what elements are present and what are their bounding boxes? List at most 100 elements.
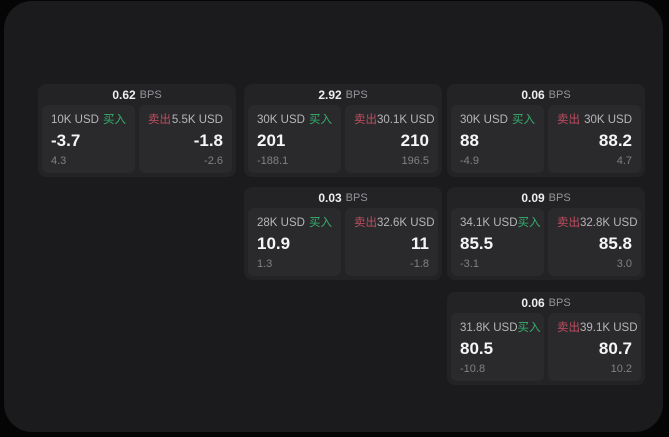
buy-pane-top-row: 28K USD 买入 xyxy=(257,214,332,230)
sell-pane-top-row: 卖出 30K USD xyxy=(557,111,632,127)
buy-pane[interactable]: 10K USD 买入 -3.7 4.3 xyxy=(42,105,135,173)
buy-pane[interactable]: 30K USD 买入 201 -188.1 xyxy=(248,105,341,173)
sell-pane[interactable]: 卖出 30.1K USD 210 196.5 xyxy=(345,105,438,173)
sell-sub-value: 4.7 xyxy=(616,155,632,167)
card-body: 34.1K USD 买入 85.5 -3.1 卖出 32.8K USD 85.8… xyxy=(447,208,645,280)
sell-amount: 5.5K USD xyxy=(171,114,223,126)
sell-amount: 30.1K USD xyxy=(377,114,435,126)
bps-unit-label: BPS xyxy=(345,191,368,204)
sell-pane[interactable]: 卖出 30K USD 88.2 4.7 xyxy=(548,105,641,173)
buy-pane-top-row: 30K USD 买入 xyxy=(257,111,332,127)
sell-price-value: -1.8 xyxy=(193,130,223,150)
sell-price-value: 80.7 xyxy=(598,338,632,358)
sell-side-label: 卖出 xyxy=(354,114,377,126)
sell-side-label: 卖出 xyxy=(557,217,580,229)
sell-side-label: 卖出 xyxy=(148,114,171,126)
sell-pane-top-row: 卖出 32.6K USD xyxy=(354,214,435,230)
buy-pane[interactable]: 30K USD 买入 88 -4.9 xyxy=(451,105,544,173)
card-body: 10K USD 买入 -3.7 4.3 卖出 5.5K USD -1.8 -2.… xyxy=(38,105,236,177)
buy-side-label: 买入 xyxy=(512,114,535,126)
quote-card: 2.92 BPS 30K USD 买入 201 -188.1 卖出 30.1K … xyxy=(244,84,442,177)
sell-pane-top-row: 卖出 30.1K USD xyxy=(354,111,435,127)
buy-sub-value: -188.1 xyxy=(257,155,289,167)
bps-unit-label: BPS xyxy=(139,88,162,101)
buy-side-label: 买入 xyxy=(103,114,126,126)
buy-side-label: 买入 xyxy=(309,217,332,229)
sell-amount: 32.8K USD xyxy=(580,217,638,229)
bps-spread-value: 0.62 xyxy=(112,87,136,102)
sell-pane[interactable]: 卖出 32.8K USD 85.8 3.0 xyxy=(548,208,641,276)
buy-price-value: 10.9 xyxy=(257,233,291,253)
buy-pane[interactable]: 28K USD 买入 10.9 1.3 xyxy=(248,208,341,276)
bps-unit-label: BPS xyxy=(548,296,571,309)
sell-side-label: 卖出 xyxy=(557,114,580,126)
quotes-panel: 0.62 BPS 10K USD 买入 -3.7 4.3 卖出 5.5K USD… xyxy=(4,1,663,432)
sell-pane-top-row: 卖出 39.1K USD xyxy=(557,319,638,335)
bps-spread-value: 0.09 xyxy=(521,190,545,205)
buy-amount: 34.1K USD xyxy=(460,217,518,229)
sell-price-value: 88.2 xyxy=(598,130,632,150)
sell-amount: 30K USD xyxy=(584,114,632,126)
buy-sub-value: 4.3 xyxy=(51,155,67,167)
buy-amount: 30K USD xyxy=(460,114,508,126)
bps-unit-label: BPS xyxy=(345,88,368,101)
sell-pane[interactable]: 卖出 32.6K USD 11 -1.8 xyxy=(345,208,438,276)
buy-sub-value: 1.3 xyxy=(257,258,273,270)
buy-pane-top-row: 31.8K USD 买入 xyxy=(460,319,541,335)
buy-sub-value: -3.1 xyxy=(460,258,479,270)
sell-side-label: 卖出 xyxy=(354,217,377,229)
sell-pane-top-row: 卖出 32.8K USD xyxy=(557,214,638,230)
card-body: 31.8K USD 买入 80.5 -10.8 卖出 39.1K USD 80.… xyxy=(447,313,645,385)
buy-side-label: 买入 xyxy=(517,322,541,334)
card-header: 2.92 BPS xyxy=(244,84,442,105)
sell-price-value: 210 xyxy=(400,130,429,150)
buy-pane[interactable]: 34.1K USD 买入 85.5 -3.1 xyxy=(451,208,544,276)
card-header: 0.03 BPS xyxy=(244,187,442,208)
sell-pane[interactable]: 卖出 39.1K USD 80.7 10.2 xyxy=(548,313,641,381)
quote-card: 0.06 BPS 30K USD 买入 88 -4.9 卖出 30K USD 8… xyxy=(447,84,645,177)
quote-card: 0.03 BPS 28K USD 买入 10.9 1.3 卖出 32.6K US… xyxy=(244,187,442,280)
bps-unit-label: BPS xyxy=(548,88,571,101)
buy-amount: 30K USD xyxy=(257,114,305,126)
card-body: 28K USD 买入 10.9 1.3 卖出 32.6K USD 11 -1.8 xyxy=(244,208,442,280)
buy-pane-top-row: 34.1K USD 买入 xyxy=(460,214,541,230)
buy-side-label: 买入 xyxy=(517,217,541,229)
buy-price-value: -3.7 xyxy=(51,130,81,150)
sell-amount: 32.6K USD xyxy=(377,217,435,229)
buy-amount: 31.8K USD xyxy=(460,322,518,334)
buy-side-label: 买入 xyxy=(309,114,332,126)
card-header: 0.06 BPS xyxy=(447,84,645,105)
quote-card: 0.62 BPS 10K USD 买入 -3.7 4.3 卖出 5.5K USD… xyxy=(38,84,236,177)
buy-sub-value: -4.9 xyxy=(460,155,479,167)
buy-price-value: 201 xyxy=(257,130,286,150)
buy-price-value: 80.5 xyxy=(460,338,494,358)
bps-spread-value: 0.03 xyxy=(318,190,342,205)
sell-amount: 39.1K USD xyxy=(580,322,638,334)
sell-sub-value: -1.8 xyxy=(410,258,429,270)
buy-amount: 28K USD xyxy=(257,217,305,229)
card-header: 0.06 BPS xyxy=(447,292,645,313)
sell-pane-top-row: 卖出 5.5K USD xyxy=(148,111,223,127)
bps-unit-label: BPS xyxy=(548,191,571,204)
card-header: 0.62 BPS xyxy=(38,84,236,105)
buy-pane-top-row: 30K USD 买入 xyxy=(460,111,535,127)
sell-sub-value: -2.6 xyxy=(204,155,223,167)
buy-sub-value: -10.8 xyxy=(460,363,486,375)
quote-card: 0.09 BPS 34.1K USD 买入 85.5 -3.1 卖出 32.8K… xyxy=(447,187,645,280)
bps-spread-value: 2.92 xyxy=(318,87,342,102)
sell-side-label: 卖出 xyxy=(557,322,580,334)
buy-price-value: 88 xyxy=(460,130,479,150)
buy-amount: 10K USD xyxy=(51,114,99,126)
card-header: 0.09 BPS xyxy=(447,187,645,208)
sell-price-value: 11 xyxy=(411,233,429,253)
bps-spread-value: 0.06 xyxy=(521,295,545,310)
sell-price-value: 85.8 xyxy=(598,233,632,253)
sell-pane[interactable]: 卖出 5.5K USD -1.8 -2.6 xyxy=(139,105,232,173)
bps-spread-value: 0.06 xyxy=(521,87,545,102)
sell-sub-value: 10.2 xyxy=(610,363,632,375)
buy-pane-top-row: 10K USD 买入 xyxy=(51,111,126,127)
card-body: 30K USD 买入 201 -188.1 卖出 30.1K USD 210 1… xyxy=(244,105,442,177)
quote-card: 0.06 BPS 31.8K USD 买入 80.5 -10.8 卖出 39.1… xyxy=(447,292,645,385)
sell-sub-value: 3.0 xyxy=(616,258,632,270)
buy-pane[interactable]: 31.8K USD 买入 80.5 -10.8 xyxy=(451,313,544,381)
